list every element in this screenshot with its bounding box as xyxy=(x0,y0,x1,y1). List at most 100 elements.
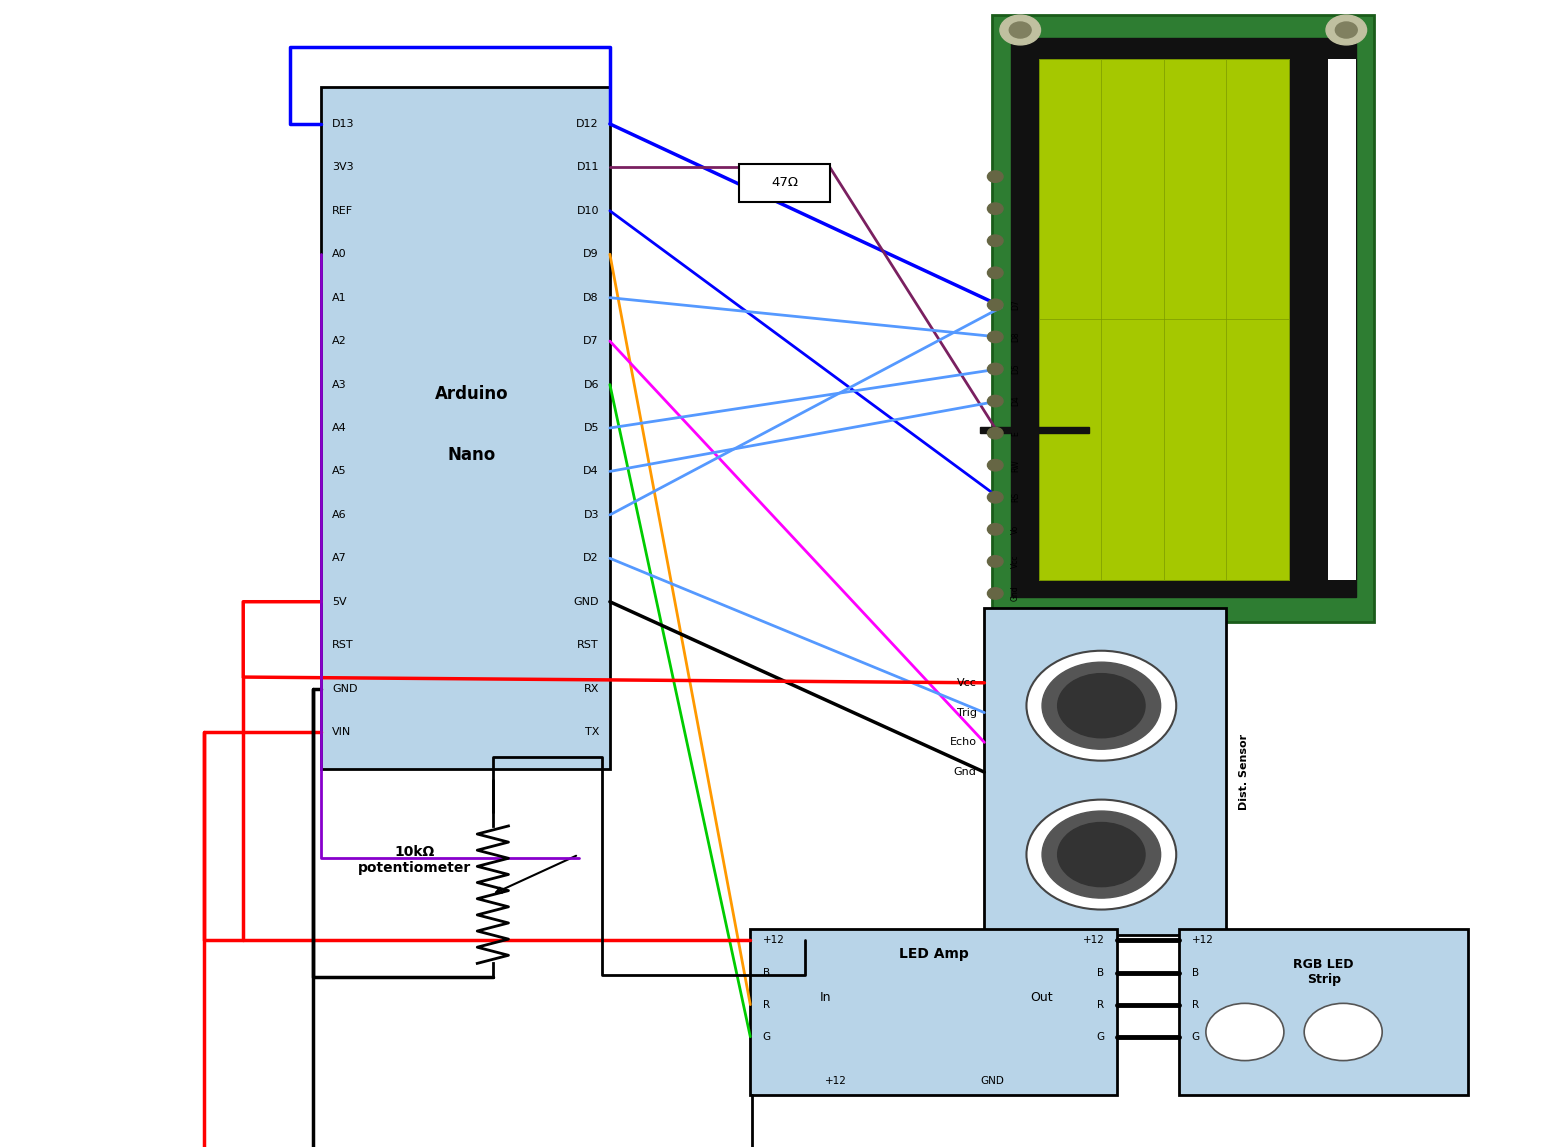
Text: D2: D2 xyxy=(583,553,599,564)
Text: GND: GND xyxy=(333,683,358,693)
Text: Arduino: Arduino xyxy=(435,385,508,403)
Text: D10: D10 xyxy=(577,205,599,216)
Text: G: G xyxy=(1096,1032,1105,1041)
Text: Gnd: Gnd xyxy=(1011,585,1019,602)
Circle shape xyxy=(988,203,1003,215)
Text: RS: RS xyxy=(1011,492,1019,503)
Text: GND: GND xyxy=(574,597,599,607)
Text: GND: GND xyxy=(980,1077,1003,1086)
Circle shape xyxy=(988,267,1003,279)
Circle shape xyxy=(988,235,1003,247)
Text: D7: D7 xyxy=(1011,300,1019,310)
Circle shape xyxy=(988,427,1003,439)
Bar xyxy=(1011,38,1355,597)
Text: A3: A3 xyxy=(333,380,347,389)
Text: Vo: Vo xyxy=(1011,525,1019,534)
Circle shape xyxy=(1058,822,1146,886)
Text: RX: RX xyxy=(583,683,599,693)
Text: A0: A0 xyxy=(333,249,347,259)
Text: D4: D4 xyxy=(583,466,599,476)
Bar xyxy=(1327,59,1355,580)
Text: D11: D11 xyxy=(577,162,599,172)
Circle shape xyxy=(988,523,1003,535)
Text: +12: +12 xyxy=(1193,936,1214,946)
Text: D12: D12 xyxy=(577,119,599,129)
Text: D5: D5 xyxy=(583,422,599,433)
Text: Trig: Trig xyxy=(957,707,977,718)
Circle shape xyxy=(988,171,1003,183)
Text: RW: RW xyxy=(1011,459,1019,472)
Text: A4: A4 xyxy=(333,422,347,433)
Text: +12: +12 xyxy=(825,1077,847,1086)
Circle shape xyxy=(1325,15,1366,45)
Circle shape xyxy=(988,300,1003,311)
Text: VIN: VIN xyxy=(333,727,352,737)
Text: +12: +12 xyxy=(763,936,785,946)
Text: A7: A7 xyxy=(333,553,347,564)
Bar xyxy=(322,87,610,769)
Bar xyxy=(750,929,1118,1095)
Text: Vcc: Vcc xyxy=(1011,554,1019,568)
Circle shape xyxy=(1043,662,1161,750)
Text: Dist. Sensor: Dist. Sensor xyxy=(1238,734,1249,809)
Text: A6: A6 xyxy=(333,510,347,520)
Text: A5: A5 xyxy=(333,466,347,476)
Circle shape xyxy=(1043,810,1161,898)
Circle shape xyxy=(1010,22,1032,38)
Bar xyxy=(1180,929,1468,1095)
Text: 3V3: 3V3 xyxy=(333,162,353,172)
Text: B: B xyxy=(1193,968,1199,978)
Bar xyxy=(739,164,830,202)
Text: D8: D8 xyxy=(583,293,599,303)
Circle shape xyxy=(1027,651,1177,761)
Text: D8: D8 xyxy=(1011,332,1019,342)
Circle shape xyxy=(1027,800,1177,909)
Text: +12: +12 xyxy=(1083,936,1105,946)
Text: LED Amp: LED Amp xyxy=(899,947,969,961)
Text: E: E xyxy=(1011,430,1019,435)
Bar xyxy=(1039,59,1288,580)
Circle shape xyxy=(988,395,1003,406)
Text: B: B xyxy=(763,968,771,978)
Circle shape xyxy=(988,556,1003,567)
Text: D3: D3 xyxy=(583,510,599,520)
Text: RST: RST xyxy=(333,641,353,650)
Circle shape xyxy=(988,491,1003,503)
Text: Nano: Nano xyxy=(447,447,495,464)
Text: B: B xyxy=(1097,968,1105,978)
Text: D9: D9 xyxy=(583,249,599,259)
Text: 5V: 5V xyxy=(333,597,347,607)
Text: RGB LED
Strip: RGB LED Strip xyxy=(1294,957,1354,986)
Text: G: G xyxy=(1193,1032,1200,1041)
Bar xyxy=(993,15,1374,622)
Text: Echo: Echo xyxy=(950,737,977,747)
Text: D4: D4 xyxy=(1011,396,1019,406)
Bar xyxy=(980,427,1089,433)
Circle shape xyxy=(1207,1003,1283,1061)
Text: In: In xyxy=(819,991,832,1004)
Circle shape xyxy=(988,363,1003,374)
Text: R: R xyxy=(1193,1000,1199,1009)
Text: 47Ω: 47Ω xyxy=(771,177,799,189)
Text: R: R xyxy=(763,1000,771,1009)
Circle shape xyxy=(1335,22,1357,38)
Text: 10kΩ
potentiometer: 10kΩ potentiometer xyxy=(358,845,472,876)
Text: Out: Out xyxy=(1030,991,1053,1004)
Text: D5: D5 xyxy=(1011,364,1019,374)
Text: G: G xyxy=(763,1032,771,1041)
Text: D13: D13 xyxy=(333,119,355,129)
Circle shape xyxy=(988,588,1003,599)
Text: A2: A2 xyxy=(333,336,347,346)
Text: RST: RST xyxy=(577,641,599,650)
Text: D7: D7 xyxy=(583,336,599,346)
Text: A1: A1 xyxy=(333,293,347,303)
Text: Gnd: Gnd xyxy=(953,767,977,777)
Circle shape xyxy=(988,459,1003,471)
Text: REF: REF xyxy=(333,205,353,216)
Text: Vcc: Vcc xyxy=(957,677,977,688)
Text: D6: D6 xyxy=(583,380,599,389)
Circle shape xyxy=(988,332,1003,342)
Circle shape xyxy=(1000,15,1041,45)
Bar xyxy=(985,608,1225,934)
Text: TX: TX xyxy=(585,727,599,737)
